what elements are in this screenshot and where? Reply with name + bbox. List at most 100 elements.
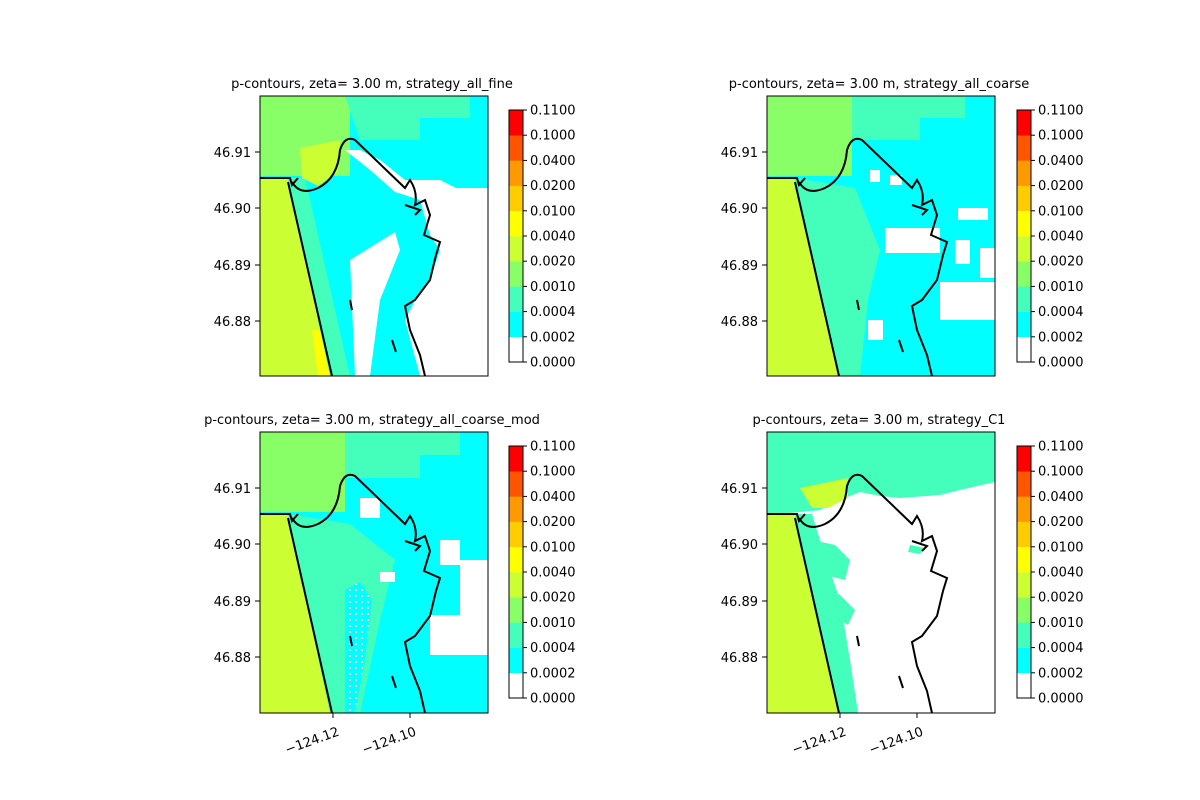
colorbar-tick-label: 0.1000 bbox=[530, 465, 576, 480]
colorbar-tick-label: 0.0040 bbox=[530, 230, 576, 245]
panel-c1: p-contours, zeta= 3.00 m, strategy_C1 bbox=[721, 413, 1084, 758]
colorbar-tick-label: 0.0002 bbox=[530, 666, 576, 681]
colorbar-segment bbox=[509, 496, 523, 522]
y-tick-label: 46.88 bbox=[721, 315, 758, 330]
region-ocean-yellowgreen bbox=[767, 514, 838, 713]
colorbar: 0.0000 0.0002 0.0004 0.0010 0.0020 0.0040 0.01… bbox=[508, 104, 576, 371]
y-axis: 46.91 46.90 46.89 46.88 bbox=[721, 146, 767, 330]
colorbar-tick-label: 0.0400 bbox=[1038, 490, 1084, 505]
colorbar-tick-label: 0.0200 bbox=[1038, 515, 1084, 530]
colorbar-segment bbox=[509, 286, 523, 312]
colorbar-tick-label: 0.0002 bbox=[1038, 666, 1084, 681]
colorbar-tick-label: 0.0040 bbox=[1038, 566, 1084, 581]
y-tick-label: 46.91 bbox=[214, 482, 251, 497]
colorbar-segment bbox=[1017, 572, 1031, 598]
map-field bbox=[260, 432, 488, 713]
colorbar-segment bbox=[509, 135, 523, 161]
y-tick-label: 46.88 bbox=[214, 651, 251, 666]
plot-frame bbox=[259, 431, 489, 714]
panel-all-coarse: p-contours, zeta= 3.00 m, strategy_all_c… bbox=[721, 77, 1084, 377]
colorbar-tick-label: 0.0200 bbox=[530, 179, 576, 194]
y-tick-label: 46.91 bbox=[721, 482, 758, 497]
y-tick-label: 46.90 bbox=[721, 538, 758, 553]
y-tick-label: 46.89 bbox=[214, 595, 251, 610]
colorbar-segment bbox=[509, 622, 523, 648]
region-white-block bbox=[868, 320, 883, 340]
x-tick-label: −124.12 bbox=[790, 725, 848, 758]
colorbar-tick-label: 0.0004 bbox=[530, 305, 576, 320]
colorbar-segment bbox=[1017, 546, 1031, 573]
colorbar-segment bbox=[1017, 521, 1031, 548]
y-tick-label: 46.91 bbox=[721, 146, 758, 161]
colorbar-tick-label: 0.0020 bbox=[1038, 255, 1084, 270]
colorbar-segment bbox=[1017, 622, 1031, 648]
region-right-white bbox=[440, 188, 488, 308]
colorbar-segment bbox=[509, 110, 523, 136]
colorbar-tick-label: 0.0040 bbox=[1038, 230, 1084, 245]
region-teal-specks bbox=[818, 585, 855, 625]
region-yellowgreen-patch bbox=[800, 478, 848, 508]
colorbar-tick-label: 0.0100 bbox=[1038, 204, 1084, 219]
coastline bbox=[260, 137, 442, 377]
colorbar-tick-label: 0.1000 bbox=[1038, 465, 1084, 480]
colorbar-segment bbox=[509, 471, 523, 497]
colorbar-segment bbox=[509, 647, 523, 674]
colorbar-segment bbox=[509, 672, 523, 699]
colorbar-tick-label: 0.0004 bbox=[1038, 641, 1084, 656]
region-speckled bbox=[345, 582, 372, 713]
plot-frame bbox=[259, 95, 489, 377]
colorbar-segment bbox=[509, 572, 523, 598]
colorbar-tick-label: 0.1100 bbox=[1038, 104, 1084, 119]
colorbar-tick-label: 0.0200 bbox=[1038, 179, 1084, 194]
colorbar-segment bbox=[509, 210, 523, 237]
colorbar-segment bbox=[509, 597, 523, 623]
region-teal-shore bbox=[795, 514, 858, 713]
colorbar-tick-label: 0.0020 bbox=[1038, 591, 1084, 606]
colorbar-segment bbox=[1017, 597, 1031, 623]
region-green-tl bbox=[260, 432, 345, 512]
panel-all-coarse-mod: p-contours, zeta= 3.00 m, strategy_all_c… bbox=[204, 413, 575, 758]
colorbar-segment bbox=[1017, 261, 1031, 287]
colorbar-tick-label: 0.0004 bbox=[1038, 305, 1084, 320]
colorbar-tick-label: 0.0000 bbox=[530, 692, 576, 707]
region-white-block bbox=[870, 170, 880, 182]
colorbar-segment bbox=[1017, 672, 1031, 699]
x-tick-label: −124.12 bbox=[283, 725, 341, 758]
x-axis: −124.12 −124.10 bbox=[283, 713, 418, 758]
colorbar-segment bbox=[1017, 236, 1031, 262]
colorbar-tick-label: 0.0010 bbox=[1038, 616, 1084, 631]
y-axis: 46.91 46.90 46.89 46.88 bbox=[214, 146, 260, 330]
colorbar-segment bbox=[509, 236, 523, 262]
y-tick-label: 46.90 bbox=[721, 202, 758, 217]
colorbar-tick-label: 0.0002 bbox=[530, 330, 576, 345]
y-tick-label: 46.89 bbox=[214, 259, 251, 274]
colorbar-segment bbox=[1017, 446, 1031, 472]
colorbar-tick-label: 0.0004 bbox=[530, 641, 576, 656]
region-ocean-yellowgreen bbox=[260, 514, 330, 713]
panel-title: p-contours, zeta= 3.00 m, strategy_all_c… bbox=[204, 413, 540, 428]
colorbar-tick-label: 0.0010 bbox=[530, 280, 576, 295]
y-tick-label: 46.89 bbox=[721, 259, 758, 274]
colorbar-tick-label: 0.1100 bbox=[530, 440, 576, 455]
coastline bbox=[767, 137, 949, 377]
colorbar: 0.0000 0.0002 0.0004 0.0010 0.0020 0.0040 0.01… bbox=[1016, 104, 1084, 371]
region-green-tl bbox=[767, 96, 852, 176]
region-white-block bbox=[380, 572, 395, 582]
colorbar-tick-label: 0.0010 bbox=[530, 616, 576, 631]
region-teal-top bbox=[852, 96, 965, 140]
y-axis: 46.91 46.90 46.89 46.88 bbox=[214, 482, 260, 666]
x-tick-label: −124.10 bbox=[867, 725, 925, 758]
coastline bbox=[767, 473, 949, 714]
region-white-block bbox=[360, 498, 380, 518]
plot-frame bbox=[766, 95, 996, 377]
colorbar-tick-label: 0.1100 bbox=[530, 104, 576, 119]
colorbar-tick-label: 0.0020 bbox=[530, 255, 576, 270]
x-tick-label: −124.10 bbox=[360, 725, 418, 758]
colorbar-tick-label: 0.0400 bbox=[530, 154, 576, 169]
colorbar-tick-label: 0.0000 bbox=[530, 356, 576, 371]
colorbar-segment bbox=[1017, 160, 1031, 186]
region-white-block bbox=[980, 248, 995, 278]
colorbar-tick-label: 0.0100 bbox=[530, 204, 576, 219]
colorbar-tick-label: 0.0000 bbox=[1038, 692, 1084, 707]
